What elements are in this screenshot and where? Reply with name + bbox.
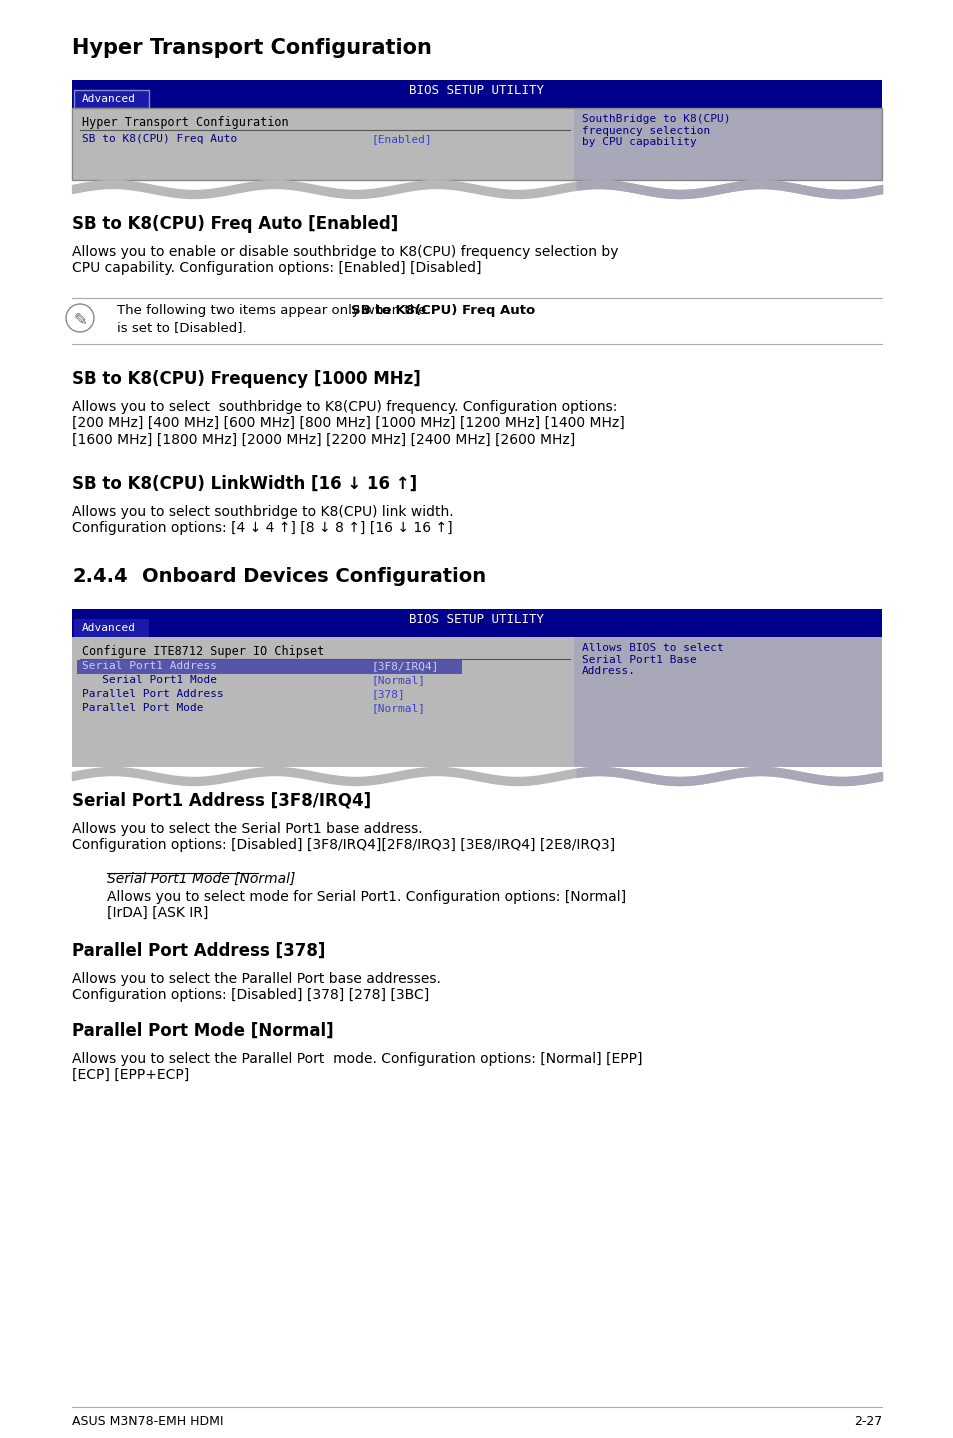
Text: Hyper Transport Configuration: Hyper Transport Configuration (82, 116, 289, 129)
Text: ASUS M3N78-EMH HDMI: ASUS M3N78-EMH HDMI (71, 1415, 223, 1428)
Text: Allows you to select the Parallel Port  mode. Configuration options: [Normal] [E: Allows you to select the Parallel Port m… (71, 1053, 641, 1083)
Text: Allows you to select mode for Serial Port1. Configuration options: [Normal]
[IrD: Allows you to select mode for Serial Por… (107, 890, 625, 920)
Text: Allows you to select  southbridge to K8(CPU) frequency. Configuration options:
[: Allows you to select southbridge to K8(C… (71, 400, 624, 446)
Text: is set to [Disabled].: is set to [Disabled]. (117, 321, 247, 334)
Text: Advanced: Advanced (82, 93, 136, 104)
Bar (574, 637, 882, 766)
Bar (77, 660, 461, 674)
Text: SB to K8(CPU) Frequency [1000 MHz]: SB to K8(CPU) Frequency [1000 MHz] (71, 370, 420, 388)
Bar (74, 618, 149, 637)
Text: Allows you to select the Parallel Port base addresses.
Configuration options: [D: Allows you to select the Parallel Port b… (71, 972, 440, 1002)
Text: BIOS SETUP UTILITY: BIOS SETUP UTILITY (409, 613, 544, 626)
Text: Parallel Port Address: Parallel Port Address (82, 689, 224, 699)
Text: [378]: [378] (372, 689, 405, 699)
Text: Advanced: Advanced (82, 623, 136, 633)
Bar (74, 91, 149, 108)
Text: Parallel Port Mode: Parallel Port Mode (82, 703, 203, 713)
Bar (71, 108, 882, 180)
Text: The following two items appear only when the: The following two items appear only when… (117, 303, 430, 316)
Text: Onboard Devices Configuration: Onboard Devices Configuration (142, 567, 486, 587)
Text: Configure ITE8712 Super IO Chipset: Configure ITE8712 Super IO Chipset (82, 646, 324, 659)
Text: [Normal]: [Normal] (372, 674, 426, 684)
Text: SB to K8(CPU) LinkWidth [16 ↓ 16 ↑]: SB to K8(CPU) LinkWidth [16 ↓ 16 ↑] (71, 475, 416, 493)
Text: SouthBridge to K8(CPU)
frequency selection
by CPU capability: SouthBridge to K8(CPU) frequency selecti… (581, 114, 730, 147)
Bar (71, 108, 882, 180)
Text: SB to K8(CPU) Freq Auto [Enabled]: SB to K8(CPU) Freq Auto [Enabled] (71, 216, 397, 233)
Text: [Enabled]: [Enabled] (372, 134, 433, 144)
Text: Allows you to select the Serial Port1 base address.
Configuration options: [Disa: Allows you to select the Serial Port1 ba… (71, 823, 615, 853)
Bar (71, 610, 882, 637)
Bar (74, 91, 149, 108)
Text: Allows you to enable or disable southbridge to K8(CPU) frequency selection by
CP: Allows you to enable or disable southbri… (71, 244, 618, 275)
Text: Allows BIOS to select
Serial Port1 Base
Address.: Allows BIOS to select Serial Port1 Base … (581, 643, 723, 676)
Text: Serial Port1 Address [3F8/IRQ4]: Serial Port1 Address [3F8/IRQ4] (71, 792, 371, 810)
Bar (71, 81, 882, 108)
Text: Parallel Port Mode [Normal]: Parallel Port Mode [Normal] (71, 1022, 334, 1040)
Bar (71, 637, 882, 766)
Text: 2.4.4: 2.4.4 (71, 567, 128, 587)
Text: ✎: ✎ (73, 311, 87, 329)
Text: SB to K8(CPU) Freq Auto: SB to K8(CPU) Freq Auto (82, 134, 237, 144)
Text: [3F8/IRQ4]: [3F8/IRQ4] (372, 661, 439, 672)
Bar (574, 108, 882, 180)
Text: BIOS SETUP UTILITY: BIOS SETUP UTILITY (409, 83, 544, 96)
Text: Serial Port1 Address: Serial Port1 Address (82, 661, 216, 672)
Text: Serial Port1 Mode: Serial Port1 Mode (82, 674, 216, 684)
Text: Hyper Transport Configuration: Hyper Transport Configuration (71, 37, 432, 58)
Text: 2-27: 2-27 (853, 1415, 882, 1428)
Text: Serial Port1 Mode [Normal]: Serial Port1 Mode [Normal] (107, 871, 295, 886)
Text: [Normal]: [Normal] (372, 703, 426, 713)
Text: Allows you to select southbridge to K8(CPU) link width.
Configuration options: [: Allows you to select southbridge to K8(C… (71, 505, 453, 535)
Text: SB to K8(CPU) Freq Auto: SB to K8(CPU) Freq Auto (351, 303, 535, 316)
Text: Parallel Port Address [378]: Parallel Port Address [378] (71, 942, 325, 961)
